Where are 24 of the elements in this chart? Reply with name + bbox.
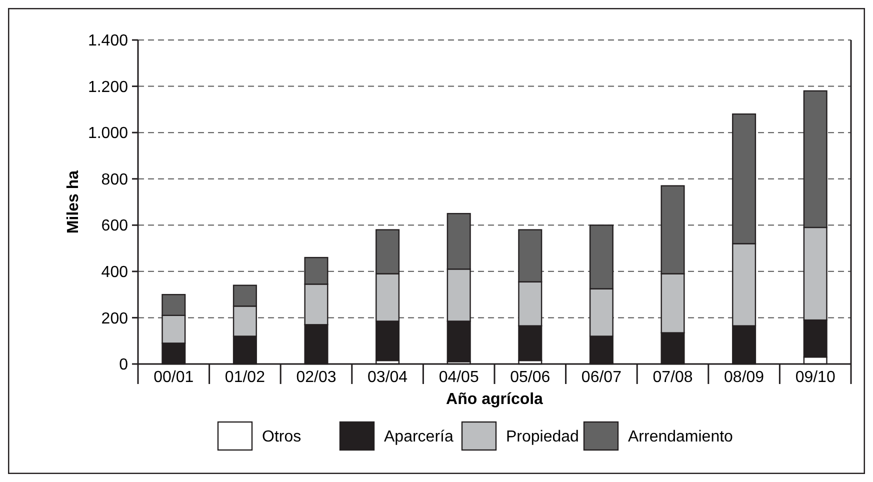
legend-label: Arrendamiento	[628, 428, 734, 446]
x-tick-label: 09/10	[795, 369, 836, 386]
x-tick-label: 04/05	[438, 369, 479, 386]
y-tick-label: 1.400	[88, 32, 128, 50]
y-tick-label: 200	[101, 310, 128, 328]
y-tick-label: 600	[101, 218, 128, 235]
legend-label: Propiedad	[506, 428, 579, 446]
x-tick-label: 05/06	[510, 369, 550, 386]
x-axis-title: Año agrícola	[446, 391, 544, 408]
y-tick-label: 0	[119, 356, 128, 374]
y-tick-label: 1.200	[88, 78, 128, 96]
y-tick-label: 800	[101, 171, 128, 188]
y-tick-label: 400	[101, 264, 128, 282]
x-tick-label: 07/08	[652, 369, 693, 386]
x-tick-label: 03/04	[368, 369, 408, 386]
x-tick-label: 01/02	[224, 369, 266, 386]
x-tick-label: 06/07	[581, 369, 622, 386]
x-tick-label: 00/01	[154, 369, 194, 386]
x-tick-label: 08/09	[724, 369, 764, 386]
legend-label: Otros	[262, 428, 302, 446]
y-axis-title: Miles ha	[65, 170, 82, 234]
legend-label: Aparcería	[384, 428, 454, 446]
x-tick-label: 02/03	[296, 369, 336, 386]
y-tick-label: 1.000	[88, 125, 128, 142]
